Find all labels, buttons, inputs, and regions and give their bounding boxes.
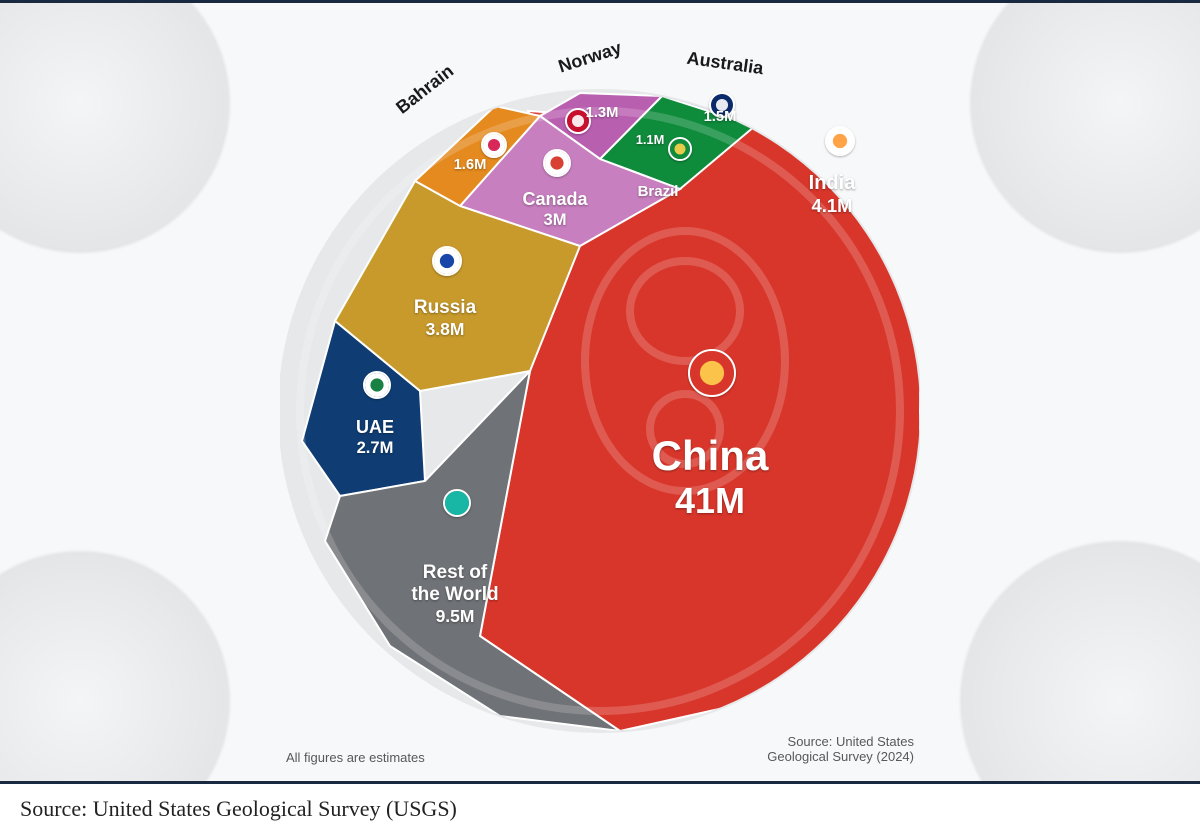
label-china: China41M bbox=[620, 432, 800, 522]
footnote-right-l1: Source: United States bbox=[788, 734, 914, 749]
label-brazil: 1.1M bbox=[560, 133, 740, 148]
flag-india-icon bbox=[825, 126, 855, 156]
bg-circle bbox=[960, 541, 1200, 784]
label-rest: Rest ofthe World9.5M bbox=[365, 562, 545, 626]
footnote-left: All figures are estimates bbox=[286, 750, 425, 765]
bg-circle bbox=[970, 0, 1200, 253]
flag-rest-icon bbox=[443, 489, 471, 517]
footnote-right: Source: United States Geological Survey … bbox=[767, 734, 914, 765]
footnote-right-l2: Geological Survey (2024) bbox=[767, 749, 914, 764]
label-india: India4.1M bbox=[742, 172, 922, 216]
flag-bahrain-icon bbox=[481, 132, 507, 158]
label-uae: UAE2.7M bbox=[285, 417, 465, 457]
bg-circle bbox=[0, 0, 230, 253]
flag-russia-icon bbox=[432, 246, 462, 276]
label-norway: 1.3M bbox=[512, 105, 692, 122]
label-bahrain: 1.6M bbox=[380, 157, 560, 174]
label-russia: Russia3.8M bbox=[355, 297, 535, 339]
label-canada: Canada3M bbox=[465, 189, 645, 229]
chart-frame: China41M India4.1M 1.5MAustralia 1.1MBra… bbox=[0, 0, 1200, 784]
source-caption: Source: United States Geological Survey … bbox=[0, 784, 1200, 834]
bg-circle bbox=[0, 551, 230, 784]
flag-uae-icon bbox=[363, 371, 391, 399]
voronoi-chart: China41M India4.1M 1.5MAustralia 1.1MBra… bbox=[280, 11, 920, 771]
flag-china-icon bbox=[688, 349, 736, 397]
